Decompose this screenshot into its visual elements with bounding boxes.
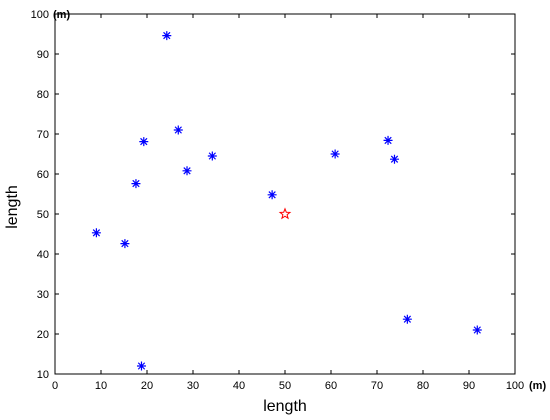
y-tick-label: 60 (37, 169, 49, 181)
x-axis-unit: (m) (529, 380, 546, 392)
asterisk-marker (162, 31, 172, 41)
asterisk-marker (389, 154, 399, 164)
y-tick-label: 50 (37, 209, 49, 221)
asterisk-marker (120, 239, 130, 249)
x-tick-label: 0 (52, 380, 58, 392)
asterisk-marker (402, 314, 412, 324)
asterisk-marker (207, 151, 217, 161)
asterisk-marker (91, 228, 101, 238)
x-tick-label: 60 (325, 380, 337, 392)
x-tick-label: 20 (141, 380, 153, 392)
y-axis-unit: (m) (53, 9, 70, 21)
star-marker (278, 207, 292, 220)
asterisk-marker (383, 135, 393, 145)
y-axis-ticks: 10 20 30 40 50 60 70 80 90 100 (31, 9, 515, 381)
plot-area (54, 13, 516, 375)
asterisk-marker (472, 325, 482, 335)
asterisk-marker (267, 190, 277, 200)
asterisk-marker (131, 179, 141, 189)
asterisk-marker (182, 166, 192, 176)
x-tick-label: 10 (95, 380, 107, 392)
x-tick-label: 100 (506, 380, 524, 392)
asterisk-marker (330, 149, 340, 159)
y-tick-label: 100 (31, 9, 49, 21)
x-tick-label: 90 (463, 380, 475, 392)
x-tick-label: 30 (187, 380, 199, 392)
x-tick-label: 70 (371, 380, 383, 392)
y-tick-label: 40 (37, 249, 49, 261)
x-axis-ticks: 0 10 20 30 40 50 60 70 80 90 100 (52, 14, 524, 392)
y-tick-label: 70 (37, 129, 49, 141)
asterisk-marker (173, 125, 183, 135)
asterisk-marker (139, 137, 149, 147)
asterisk-marker (136, 361, 146, 371)
x-tick-label: 50 (279, 380, 291, 392)
x-tick-label: 80 (417, 380, 429, 392)
data-points (91, 31, 482, 371)
y-tick-label: 20 (37, 329, 49, 341)
x-tick-label: 40 (233, 380, 245, 392)
y-tick-label: 90 (37, 49, 49, 61)
y-tick-label: 10 (37, 369, 49, 381)
y-tick-label: 30 (37, 289, 49, 301)
x-axis-title: length (263, 398, 307, 415)
y-axis-title: length (4, 185, 21, 229)
y-tick-label: 80 (37, 89, 49, 101)
